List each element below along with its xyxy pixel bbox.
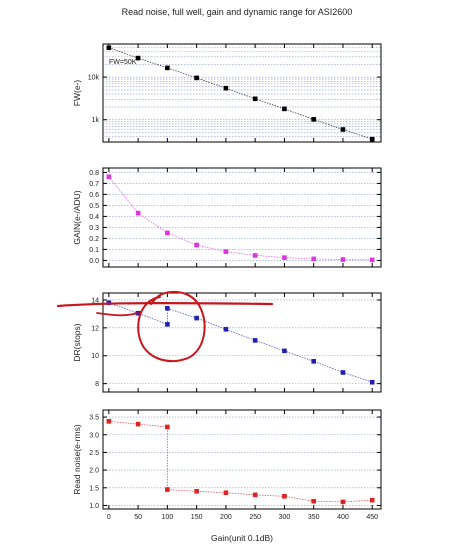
read-noise-y-tick-label: 2.5 [89, 450, 99, 457]
read-noise-x-tick-label: 50 [134, 514, 142, 521]
dynamic-range-point [311, 359, 316, 364]
read-noise-y-tick-label: 1.5 [89, 485, 99, 492]
dynamic-range-point [223, 326, 229, 332]
full-well-point [106, 45, 112, 51]
read-noise-point [311, 498, 316, 504]
read-noise-x-tick-label: 300 [279, 514, 291, 521]
full-well-point [135, 55, 141, 61]
dynamic-range-y-axis-label: DR(stops) [72, 323, 82, 361]
panel-gain: 0.0 0.1 0.2 0.3 0.4 0.5 0.6 0.7 0.8 GAIN(e-/ADU) [72, 167, 382, 268]
gain-plot-frame [102, 167, 382, 268]
read-noise-point [369, 497, 375, 503]
gain-point [369, 257, 375, 263]
dynamic-range-point [340, 370, 346, 375]
full-well-point [282, 106, 287, 112]
dynamic-range-point [165, 322, 170, 327]
read-noise-point [165, 487, 170, 492]
read-noise-point [223, 490, 229, 496]
dynamic-range-point [194, 315, 199, 321]
read-noise-point [252, 492, 258, 498]
x-axis-label: Gain(unit 0.1dB) [211, 533, 273, 543]
read-noise-y-tick-label: 1.0 [89, 503, 99, 510]
gain-y-tick-label: 0.6 [89, 192, 99, 199]
read-noise-x-tick-label: 250 [249, 514, 261, 521]
gain-point [165, 230, 170, 236]
read-noise-x-tick-label: 100 [162, 514, 174, 521]
dynamic-range-y-tick-label: 12 [91, 325, 99, 332]
hand-drawn-tick [96, 312, 139, 317]
gain-point [135, 210, 141, 216]
full-well-y-axis-label: FW(e-) [72, 80, 82, 107]
gain-y-tick-label: 0.7 [89, 181, 99, 188]
dynamic-range-y-tick-label: 8 [95, 381, 99, 388]
read-noise-point [106, 419, 112, 424]
read-noise-x-tick-label: 200 [220, 514, 232, 521]
read-noise-y-tick-label: 3.5 [89, 415, 99, 422]
chart-title: Read noise, full well, gain and dynamic … [122, 7, 353, 17]
dynamic-range-point [252, 338, 258, 343]
read-noise-point [165, 424, 170, 430]
full-well-point [194, 75, 199, 81]
full-well-point [311, 117, 316, 122]
read-noise-y-axis-label: Read noise(e-rms) [72, 424, 82, 495]
read-noise-point [194, 489, 199, 494]
read-noise-y-tick-label: 3.0 [89, 432, 99, 439]
gain-y-axis-label: GAIN(e-/ADU) [72, 190, 82, 244]
gain-series-line [108, 176, 373, 261]
full-well-point [369, 136, 375, 142]
panel-full-well: 1k 10k FW(e-) FW=50K [72, 43, 382, 143]
gain-point [223, 249, 229, 254]
read-noise-x-tick-label: 450 [366, 514, 378, 521]
gain-point [106, 174, 112, 180]
dynamic-range-plot-frame [102, 292, 382, 393]
panel-read-noise: 1.0 1.5 2.0 2.5 3.0 3.5 0 50 100 150 200 250 300 350 4… [72, 409, 382, 521]
read-noise-point [282, 493, 287, 499]
gain-point [252, 253, 258, 258]
gain-y-tick-label: 0.1 [89, 247, 99, 254]
gain-y-tick-label: 0.8 [89, 170, 99, 177]
full-well-point [340, 127, 346, 132]
read-noise-point [135, 421, 141, 427]
dynamic-range-point [165, 306, 170, 311]
read-noise-plot-frame [102, 409, 382, 510]
full-well-plot-frame [102, 43, 382, 143]
dynamic-range-y-tick-label: 10 [91, 353, 99, 360]
gain-y-tick-label: 0.0 [89, 258, 99, 265]
full-well-y-tick-label: 10k [88, 75, 100, 82]
read-noise-x-tick-label: 0 [107, 514, 111, 521]
gain-point [282, 255, 287, 260]
dynamic-range-point [282, 348, 287, 354]
gain-point [311, 256, 316, 262]
panel-dynamic-range: 8 10 12 14 DR(stops) [72, 292, 382, 393]
full-well-point [165, 65, 170, 71]
full-well-point [252, 96, 258, 102]
dynamic-range-y-tick-label: 14 [91, 297, 99, 304]
read-noise-x-tick-label: 350 [308, 514, 320, 521]
dynamic-range-point [369, 379, 375, 385]
gain-y-tick-label: 0.3 [89, 225, 99, 232]
gain-y-tick-label: 0.4 [89, 214, 99, 221]
gain-y-tick-label: 0.5 [89, 203, 99, 210]
read-noise-series-line [108, 420, 373, 503]
gain-point [340, 257, 346, 262]
read-noise-point [340, 499, 346, 505]
hand-annotation [56, 290, 274, 363]
gain-y-tick-label: 0.2 [89, 236, 99, 243]
read-noise-x-tick-label: 150 [191, 514, 203, 521]
gain-point [194, 242, 199, 248]
hand-drawn-circle [137, 290, 206, 363]
read-noise-x-tick-label: 400 [337, 514, 349, 521]
hand-drawn-line [56, 302, 274, 308]
full-well-series-line [108, 47, 373, 140]
read-noise-y-tick-label: 2.0 [89, 468, 99, 475]
full-well-point [223, 85, 229, 91]
full-well-annotation: FW=50K [109, 59, 137, 66]
full-well-y-tick-label: 1k [92, 117, 100, 124]
